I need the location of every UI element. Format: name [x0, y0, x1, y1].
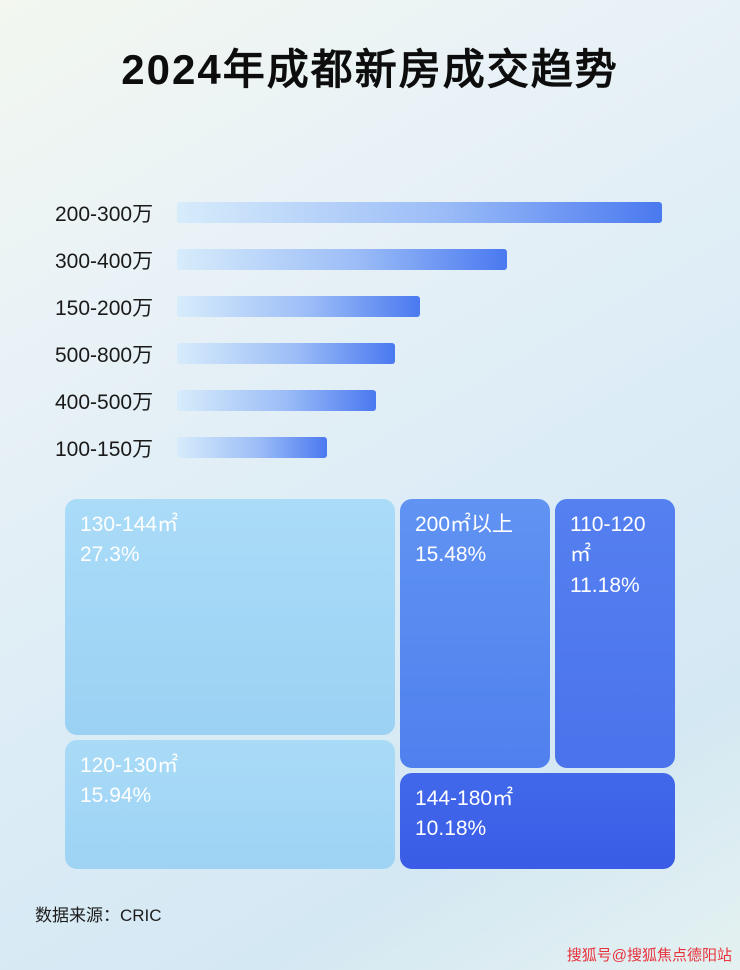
treemap-block-label: 200㎡以上 [415, 513, 514, 536]
bar-track [177, 202, 662, 223]
bar-track [177, 390, 662, 411]
bar-row: 500-800万 [55, 330, 662, 377]
bar-category-label: 200-300万 [55, 202, 154, 226]
bar-row: 100-150万 [55, 424, 662, 471]
bar-category-label: 500-800万 [55, 343, 154, 367]
bar-category-label: 400-500万 [55, 390, 154, 414]
bar [177, 296, 420, 317]
treemap-block-label: 144-180㎡ [415, 787, 514, 810]
treemap-block-200-plus: 200㎡以上 15.48% [400, 499, 550, 768]
bar [177, 390, 376, 411]
bar-row: 300-400万 [55, 236, 662, 283]
bar-row: 400-500万 [55, 377, 662, 424]
treemap-block-value: 10.18% [415, 817, 487, 841]
bar-category-label: 100-150万 [55, 437, 154, 461]
price-band-bar-chart: 200-300万 300-400万 150-200万 500-800万 400-… [0, 189, 740, 471]
bar-track [177, 437, 662, 458]
bar-row: 200-300万 [55, 189, 662, 236]
bar-track [177, 249, 662, 270]
treemap-block-110-120: 110-120㎡ 11.18% [555, 499, 675, 768]
bar [177, 249, 507, 270]
treemap-block-144-180: 144-180㎡ 10.18% [400, 773, 675, 869]
bar [177, 202, 662, 223]
area-share-treemap: 130-144㎡ 27.3% 200㎡以上 15.48% 110-120㎡ 11… [65, 499, 675, 869]
treemap-block-120-130: 120-130㎡ 15.94% [65, 740, 395, 869]
bar-track [177, 343, 662, 364]
bar-row: 150-200万 [55, 283, 662, 330]
bar [177, 343, 396, 364]
treemap-block-label: 130-144㎡ [80, 513, 179, 536]
treemap-block-130-144: 130-144㎡ 27.3% [65, 499, 395, 735]
data-source-note: 数据来源：CRIC [35, 906, 162, 925]
treemap-block-label: 120-130㎡ [80, 754, 179, 777]
bar [177, 437, 328, 458]
bar-category-label: 150-200万 [55, 296, 154, 320]
treemap-block-value: 11.18% [570, 573, 640, 597]
watermark: 搜狐号@搜狐焦点德阳站 [566, 947, 732, 964]
treemap-block-value: 27.3% [80, 543, 140, 567]
treemap-block-value: 15.94% [80, 784, 152, 808]
bar-category-label: 300-400万 [55, 249, 154, 273]
bar-track [177, 296, 662, 317]
page-title: 2024年成都新房成交趋势 [121, 46, 619, 93]
treemap-block-value: 15.48% [415, 543, 487, 567]
treemap-block-label: 110-120㎡ [570, 513, 646, 567]
